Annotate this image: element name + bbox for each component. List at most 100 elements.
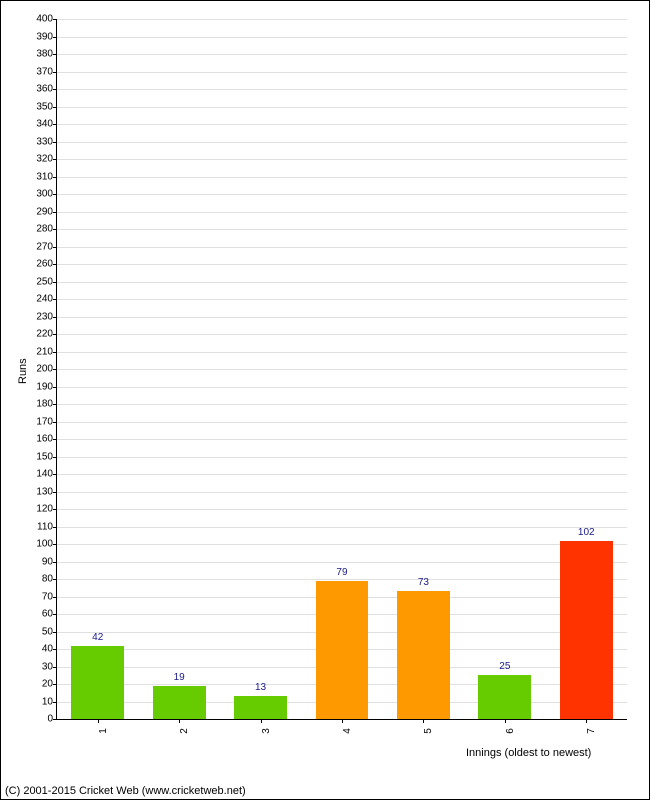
x-tick-mark bbox=[261, 719, 262, 723]
y-tick-label: 100 bbox=[36, 539, 53, 550]
x-tick-label: 6 bbox=[505, 728, 516, 734]
grid-line bbox=[57, 124, 627, 125]
bar-value-label: 42 bbox=[92, 632, 103, 643]
grid-line bbox=[57, 422, 627, 423]
y-axis-label: Runs bbox=[17, 358, 29, 384]
y-tick-mark bbox=[53, 422, 57, 423]
y-tick-label: 160 bbox=[36, 434, 53, 445]
grid-line bbox=[57, 107, 627, 108]
y-tick-label: 230 bbox=[36, 311, 53, 322]
bar-value-label: 13 bbox=[255, 682, 266, 693]
y-tick-mark bbox=[53, 614, 57, 615]
bar-value-label: 73 bbox=[418, 577, 429, 588]
grid-line bbox=[57, 334, 627, 335]
y-tick-label: 140 bbox=[36, 469, 53, 480]
y-tick-mark bbox=[53, 89, 57, 90]
grid-line bbox=[57, 282, 627, 283]
y-tick-label: 110 bbox=[37, 521, 53, 532]
y-tick-mark bbox=[53, 352, 57, 353]
grid-line bbox=[57, 37, 627, 38]
y-tick-mark bbox=[53, 317, 57, 318]
y-tick-label: 310 bbox=[36, 171, 53, 182]
y-tick-mark bbox=[53, 562, 57, 563]
y-tick-mark bbox=[53, 194, 57, 195]
y-tick-mark bbox=[53, 702, 57, 703]
y-tick-label: 60 bbox=[42, 609, 53, 620]
y-tick-mark bbox=[53, 177, 57, 178]
bar: 73 bbox=[397, 591, 450, 719]
grid-line bbox=[57, 299, 627, 300]
bar: 102 bbox=[560, 541, 613, 720]
grid-line bbox=[57, 142, 627, 143]
y-tick-label: 320 bbox=[36, 154, 53, 165]
x-tick-mark bbox=[505, 719, 506, 723]
y-tick-mark bbox=[53, 492, 57, 493]
x-tick-label: 2 bbox=[179, 728, 190, 734]
y-tick-mark bbox=[53, 264, 57, 265]
y-tick-label: 90 bbox=[42, 556, 53, 567]
bar-value-label: 102 bbox=[578, 527, 595, 538]
y-tick-mark bbox=[53, 159, 57, 160]
y-tick-label: 400 bbox=[36, 14, 53, 25]
y-tick-label: 210 bbox=[36, 346, 53, 357]
chart-frame: 0102030405060708090100110120130140150160… bbox=[0, 0, 650, 800]
y-tick-mark bbox=[53, 124, 57, 125]
y-tick-mark bbox=[53, 387, 57, 388]
y-tick-mark bbox=[53, 632, 57, 633]
x-tick-label: 4 bbox=[342, 728, 353, 734]
y-tick-label: 30 bbox=[42, 661, 53, 672]
bar: 19 bbox=[153, 686, 206, 719]
grid-line bbox=[57, 229, 627, 230]
y-tick-label: 130 bbox=[36, 486, 53, 497]
x-tick-mark bbox=[423, 719, 424, 723]
y-tick-label: 190 bbox=[36, 381, 53, 392]
y-tick-mark bbox=[53, 334, 57, 335]
y-tick-mark bbox=[53, 247, 57, 248]
y-tick-label: 260 bbox=[36, 259, 53, 270]
x-tick-label: 5 bbox=[423, 728, 434, 734]
grid-line bbox=[57, 509, 627, 510]
y-tick-mark bbox=[53, 439, 57, 440]
y-tick-mark bbox=[53, 37, 57, 38]
y-tick-mark bbox=[53, 544, 57, 545]
y-tick-label: 330 bbox=[36, 136, 53, 147]
x-tick-mark bbox=[342, 719, 343, 723]
y-tick-label: 10 bbox=[42, 696, 53, 707]
y-tick-label: 370 bbox=[36, 66, 53, 77]
copyright-footer: (C) 2001-2015 Cricket Web (www.cricketwe… bbox=[5, 785, 246, 797]
bar-value-label: 19 bbox=[174, 672, 185, 683]
y-tick-label: 360 bbox=[36, 84, 53, 95]
y-tick-mark bbox=[53, 667, 57, 668]
y-tick-mark bbox=[53, 299, 57, 300]
x-axis-label: Innings (oldest to newest) bbox=[466, 747, 591, 759]
y-tick-label: 170 bbox=[36, 416, 53, 427]
y-tick-mark bbox=[53, 369, 57, 370]
grid-line bbox=[57, 492, 627, 493]
bar-value-label: 79 bbox=[336, 567, 347, 578]
x-tick-label: 1 bbox=[98, 728, 109, 734]
y-tick-label: 220 bbox=[36, 329, 53, 340]
y-tick-label: 290 bbox=[36, 206, 53, 217]
y-tick-mark bbox=[53, 649, 57, 650]
y-tick-label: 240 bbox=[36, 294, 53, 305]
y-tick-label: 40 bbox=[42, 644, 53, 655]
chart-area: 0102030405060708090100110120130140150160… bbox=[1, 1, 650, 781]
y-tick-mark bbox=[53, 404, 57, 405]
y-tick-label: 200 bbox=[36, 364, 53, 375]
y-tick-label: 120 bbox=[36, 504, 53, 515]
y-tick-mark bbox=[53, 19, 57, 20]
y-tick-label: 250 bbox=[36, 276, 53, 287]
x-tick-label: 7 bbox=[586, 728, 597, 734]
grid-line bbox=[57, 54, 627, 55]
x-tick-mark bbox=[586, 719, 587, 723]
grid-line bbox=[57, 194, 627, 195]
y-tick-label: 80 bbox=[42, 574, 53, 585]
x-tick-mark bbox=[179, 719, 180, 723]
y-tick-label: 20 bbox=[42, 679, 53, 690]
y-tick-mark bbox=[53, 719, 57, 720]
grid-line bbox=[57, 317, 627, 318]
y-tick-label: 350 bbox=[36, 101, 53, 112]
grid-line bbox=[57, 404, 627, 405]
bar: 42 bbox=[71, 646, 124, 720]
bar: 13 bbox=[234, 696, 287, 719]
